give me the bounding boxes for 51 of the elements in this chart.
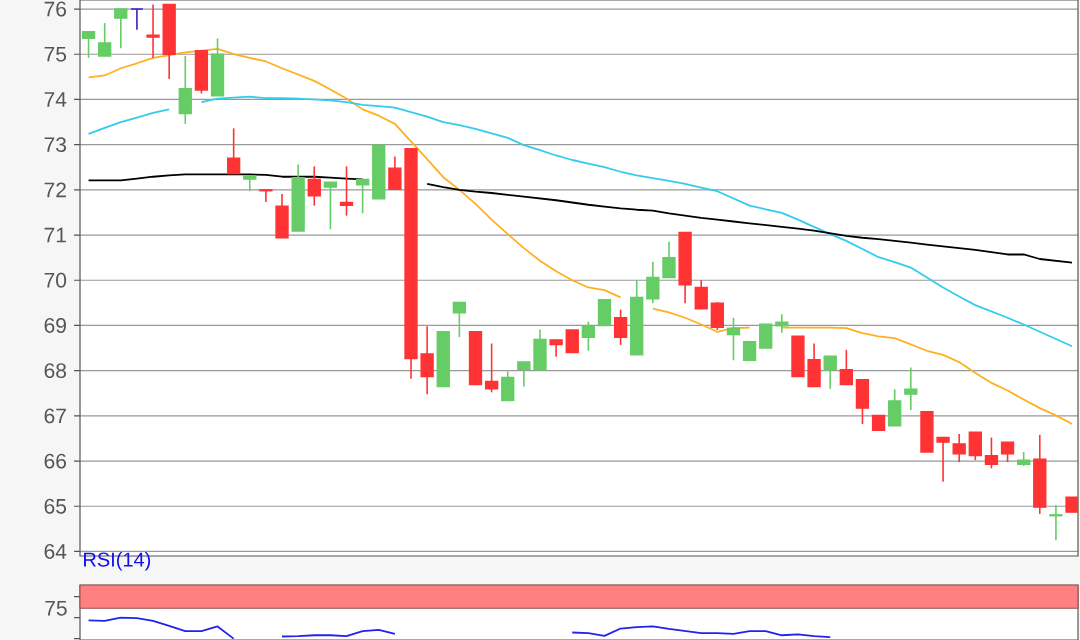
candlestick	[759, 323, 773, 349]
candlestick	[114, 8, 128, 50]
candlestick	[323, 181, 338, 230]
candlestick	[742, 341, 757, 361]
y-tick-label: 68	[44, 363, 67, 379]
chart-title: RSI(14)	[84, 551, 151, 571]
candlestick	[613, 308, 628, 346]
candlestick	[1049, 504, 1063, 541]
candlestick	[775, 313, 789, 334]
candlestick	[1000, 441, 1015, 463]
candlestick	[839, 349, 853, 386]
candlestick	[694, 279, 708, 310]
candlestick	[581, 321, 596, 352]
y-tick-label: 76	[44, 1, 67, 17]
candlestick	[226, 127, 241, 175]
y-tick-label: 64	[44, 544, 67, 559]
candlestick	[355, 178, 370, 215]
y-tick-label: 69	[44, 318, 66, 333]
candlestick	[339, 165, 354, 217]
y-tick-label: 65	[44, 498, 67, 514]
candlestick	[823, 355, 837, 390]
candlestick	[307, 165, 321, 207]
candlestick	[81, 30, 96, 59]
candlestick	[936, 436, 950, 483]
y-tick-label: 67	[44, 408, 66, 424]
candlestick	[130, 8, 144, 31]
candlestick	[726, 316, 741, 362]
candlestick	[565, 329, 579, 354]
y-tick-label: 66	[44, 453, 67, 469]
candlestick	[388, 155, 402, 191]
candlestick	[259, 189, 273, 203]
candlestick	[710, 301, 724, 331]
candlestick	[484, 342, 499, 394]
y-tick-label: 72	[44, 182, 66, 198]
y-tick-label: 75	[44, 46, 67, 62]
candlestick	[146, 3, 160, 59]
y-tick-label: 71	[44, 227, 66, 243]
candlestick	[420, 325, 434, 395]
y-tick-label: 74	[44, 92, 67, 107]
candlestick	[98, 22, 112, 57]
candlestick	[662, 241, 676, 279]
candlestick	[968, 431, 982, 461]
candlestick	[952, 433, 966, 463]
candlestick	[452, 301, 467, 338]
candlestick	[984, 436, 999, 470]
y-tick-label: 73	[44, 137, 67, 153]
candlestick	[904, 366, 918, 411]
candlestick	[501, 370, 515, 402]
candlestick	[646, 260, 660, 305]
y-tick-label: 70	[44, 272, 67, 288]
candlestick	[517, 361, 531, 388]
